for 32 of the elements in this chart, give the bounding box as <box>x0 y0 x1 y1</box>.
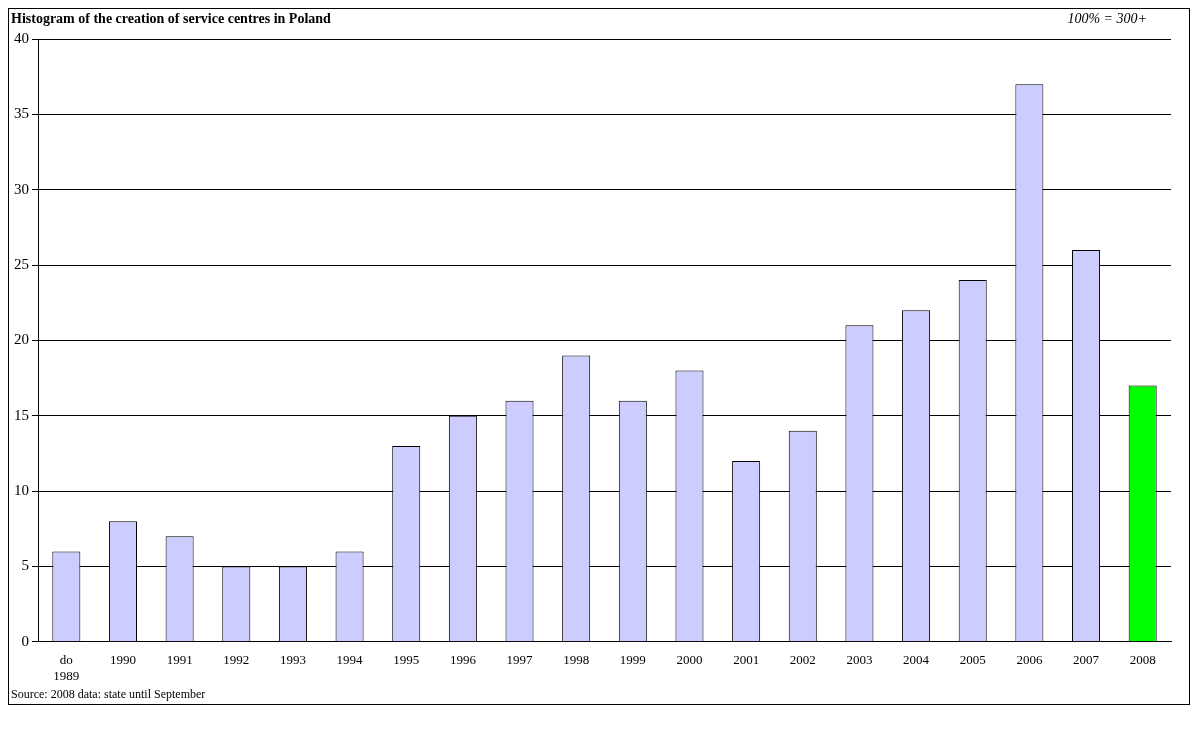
x-tick-label: 2001 <box>733 652 760 668</box>
x-tick-label: 2007 <box>1073 652 1100 668</box>
x-tick-label: 2000 <box>676 652 703 668</box>
x-tick-label: 2004 <box>903 652 930 668</box>
x-tick-label: 2003 <box>846 652 873 668</box>
y-tick-label: 30 <box>14 180 29 197</box>
x-tick-label: do 1989 <box>53 652 80 683</box>
x-tick-label: 1994 <box>336 652 364 668</box>
x-tick-label: 1993 <box>279 652 306 668</box>
y-tick-label: 5 <box>21 557 29 574</box>
x-tick-label: 1991 <box>166 652 193 668</box>
x-tick-label: 1990 <box>109 652 136 668</box>
source-note: Source: 2008 data: state until September <box>11 687 207 702</box>
y-tick-label: 15 <box>14 406 29 423</box>
x-tick-label: 1996 <box>449 652 477 668</box>
y-tick-label: 35 <box>14 105 29 122</box>
x-tick-label: 2006 <box>1016 652 1043 668</box>
x-tick-label: 1995 <box>393 652 420 668</box>
y-tick-label: 0 <box>21 632 29 649</box>
x-tick-label: 1997 <box>506 652 534 668</box>
chart-title: Histogram of the creation of service centres in Poland <box>11 11 331 27</box>
x-tick-label: 2005 <box>959 652 986 668</box>
y-tick-label: 10 <box>14 482 29 499</box>
y-tick-label: 25 <box>14 255 29 272</box>
x-tick-label: 2002 <box>789 652 816 668</box>
x-tick-label: 2008 <box>1129 652 1156 668</box>
y-tick-label: 20 <box>14 331 29 348</box>
x-tick-label: 1992 <box>223 652 250 668</box>
x-tick-label: 1999 <box>619 652 646 668</box>
y-tick-label: 40 <box>14 29 29 46</box>
x-tick-label: 1998 <box>563 652 590 668</box>
chart-subtitle: 100% = 300+ <box>1067 11 1147 27</box>
